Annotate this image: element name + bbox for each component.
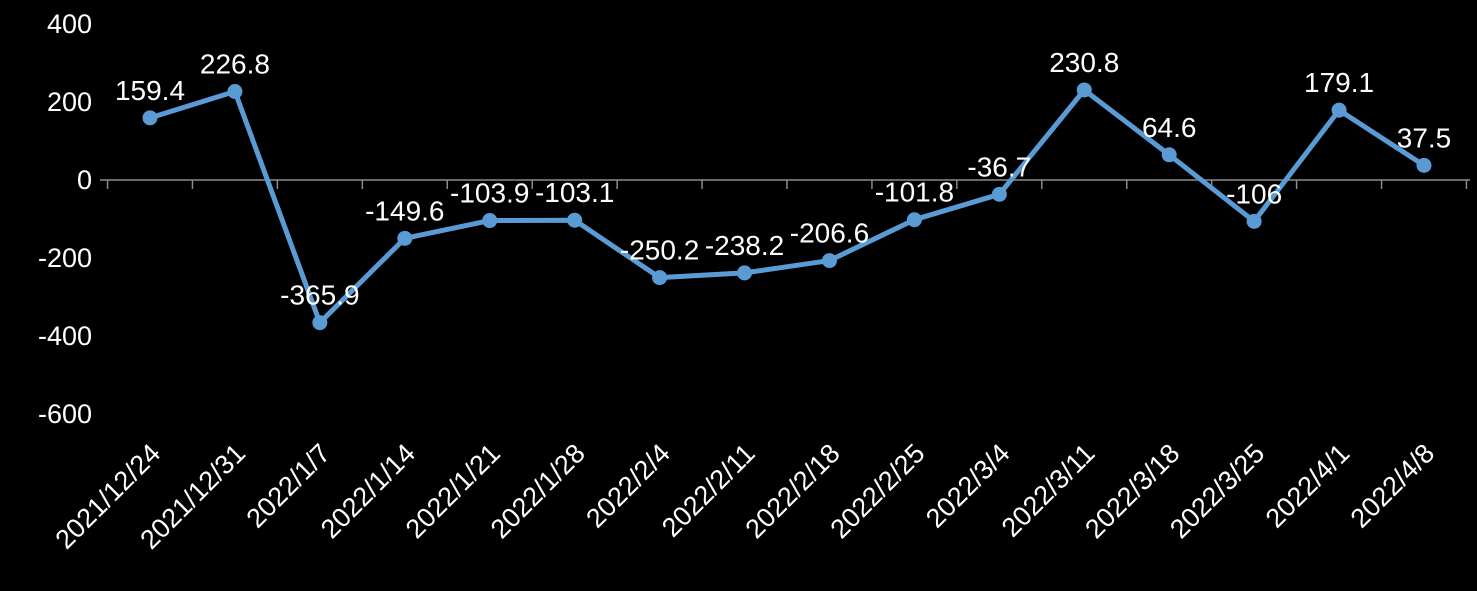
- y-axis-label: -400: [38, 321, 92, 351]
- data-label: -103.1: [535, 177, 614, 208]
- data-label: 159.4: [115, 75, 185, 106]
- y-axis-label: 200: [47, 87, 92, 117]
- data-label: 226.8: [200, 49, 270, 80]
- y-axis-label: -200: [38, 243, 92, 273]
- y-axis-label: 0: [77, 165, 92, 195]
- data-label: -103.9: [450, 178, 529, 209]
- data-label: 37.5: [1397, 122, 1452, 153]
- data-point: [1076, 82, 1092, 98]
- data-point: [737, 265, 753, 281]
- data-point: [1246, 213, 1262, 229]
- data-point: [227, 84, 243, 100]
- data-point: [1416, 157, 1432, 173]
- data-point: [906, 212, 922, 228]
- data-point: [821, 253, 837, 269]
- y-axis-label: -600: [38, 399, 92, 429]
- y-axis-label: 400: [47, 9, 92, 39]
- data-label: -36.7: [967, 151, 1031, 182]
- data-label: 230.8: [1049, 47, 1119, 78]
- data-label: 179.1: [1304, 67, 1374, 98]
- x-axis-label: 2022/4/8: [1345, 438, 1441, 534]
- x-axis-label: 2022/4/1: [1260, 438, 1356, 534]
- data-point: [142, 110, 158, 126]
- data-label: 64.6: [1142, 112, 1197, 143]
- series-line: [147, 87, 1427, 326]
- data-point: [1161, 147, 1177, 163]
- data-label: -206.6: [790, 218, 869, 249]
- data-point: [482, 213, 498, 229]
- data-point: [567, 212, 583, 228]
- data-label: -365.9: [280, 280, 359, 311]
- data-label: -250.2: [620, 235, 699, 266]
- data-point: [991, 186, 1007, 202]
- data-point: [397, 230, 413, 246]
- data-point: [312, 315, 328, 331]
- data-label: -149.6: [365, 195, 444, 226]
- data-label: -238.2: [705, 230, 784, 261]
- data-point: [1331, 102, 1347, 118]
- data-label: -106: [1226, 178, 1282, 209]
- data-label: -101.8: [875, 177, 954, 208]
- data-point: [652, 270, 668, 286]
